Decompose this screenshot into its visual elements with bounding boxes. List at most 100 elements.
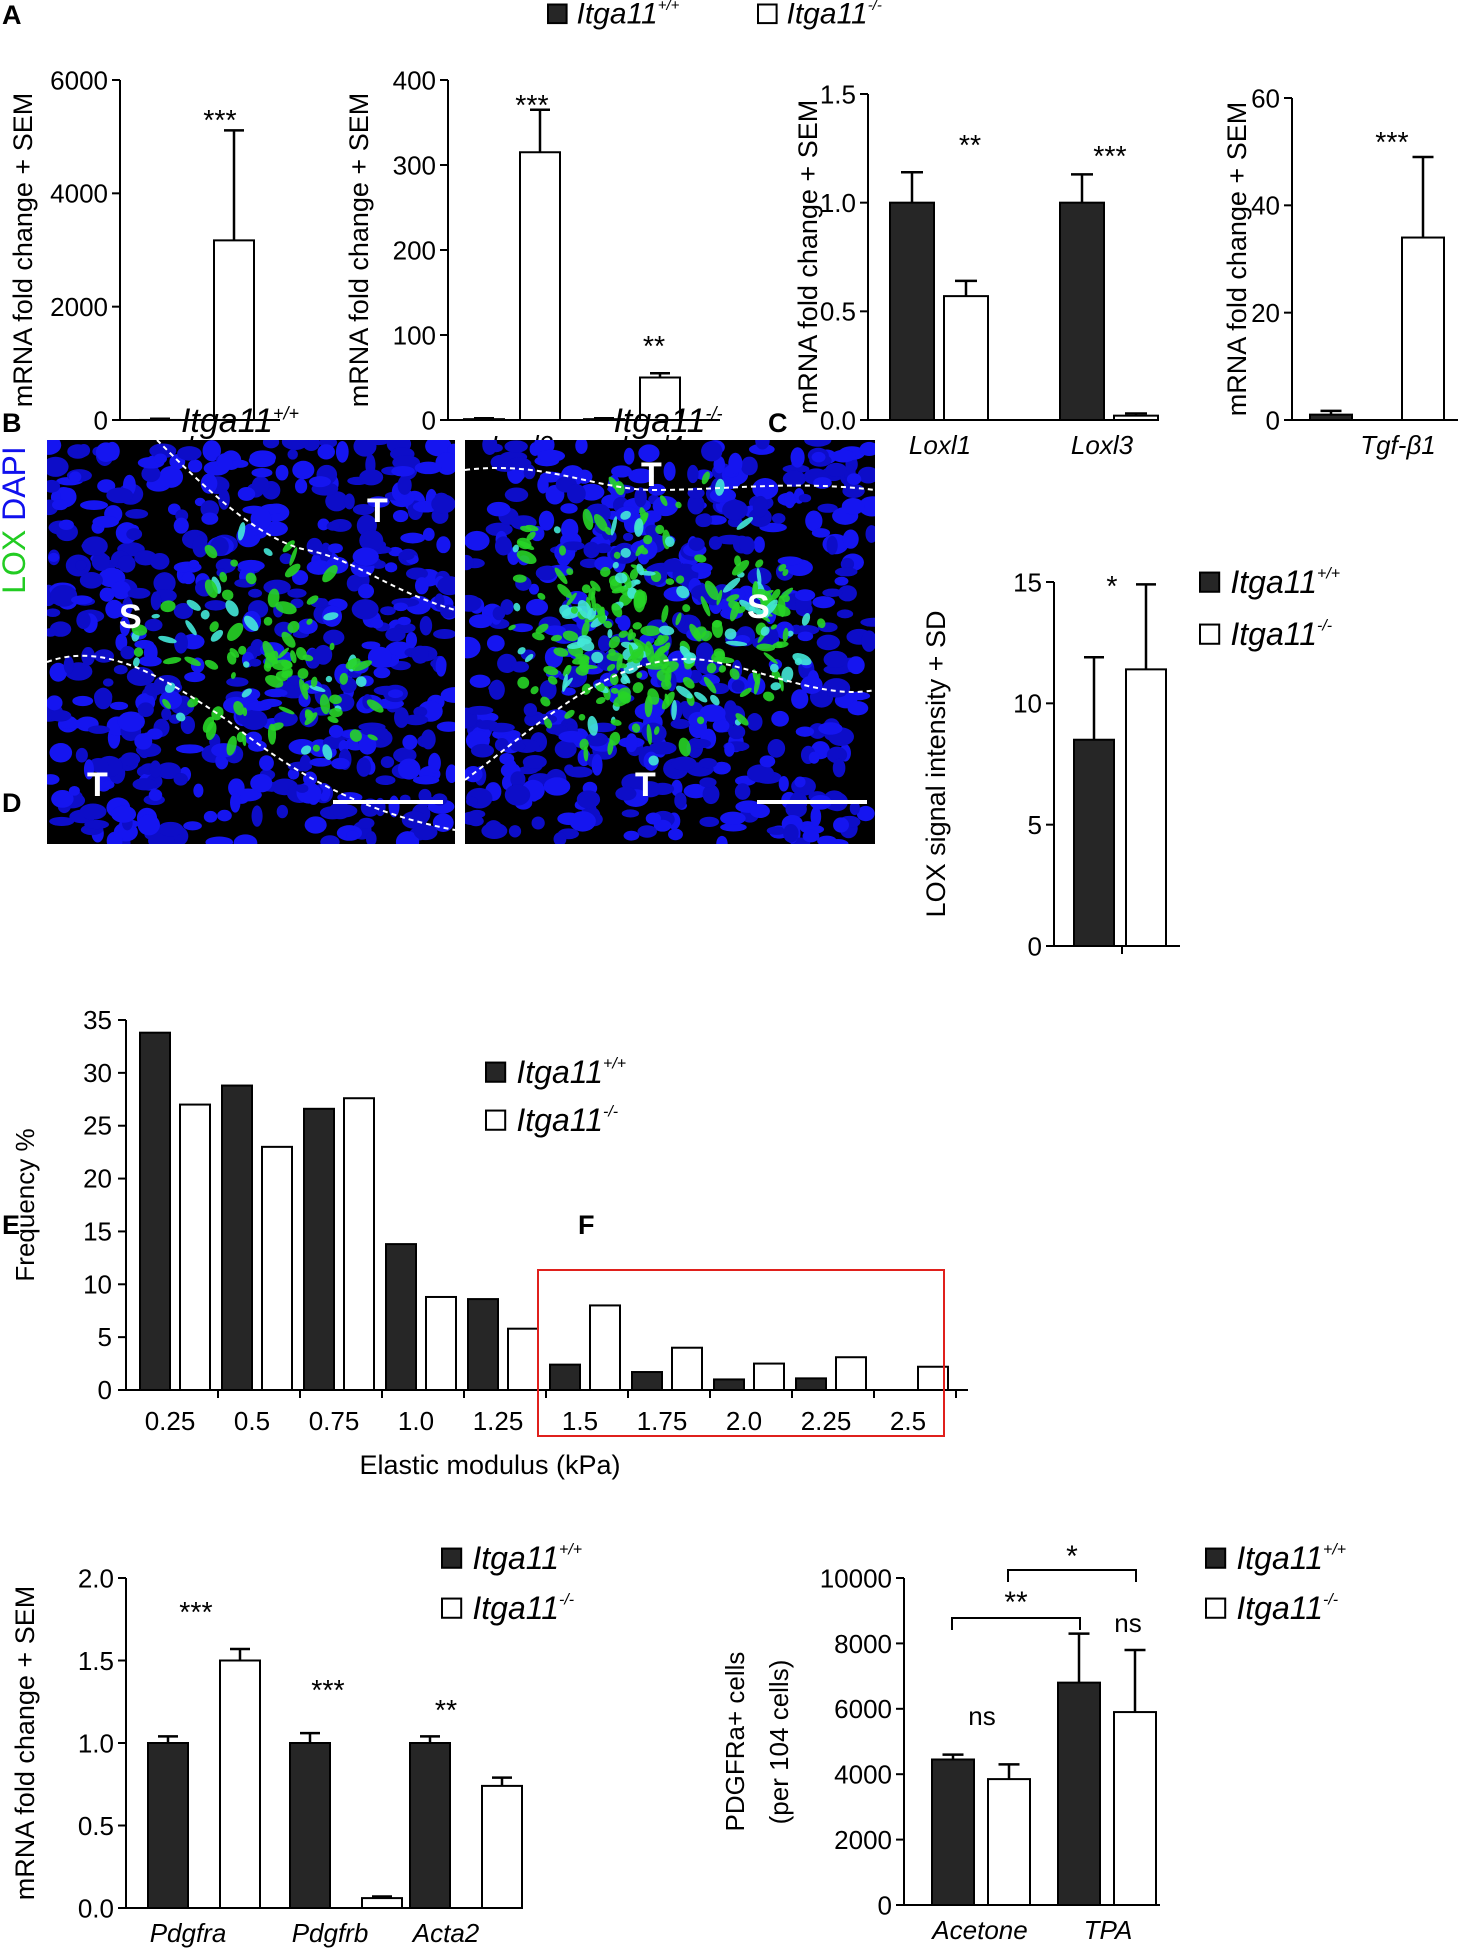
tissue-label-bottom: T	[87, 766, 108, 804]
lox-signal	[770, 624, 778, 630]
y-tick-label: 100	[393, 320, 436, 350]
lox-signal	[265, 674, 284, 688]
lox-signal	[282, 540, 295, 553]
nucleus	[292, 460, 315, 480]
bar-wt-7	[713, 1378, 745, 1392]
y-axis-label-2: (per 104 cells)	[764, 1660, 794, 1825]
nucleus	[75, 747, 88, 763]
nucleus	[157, 821, 184, 837]
nucleus	[817, 503, 838, 513]
nucleus	[688, 738, 712, 749]
lox-signal	[550, 634, 563, 642]
lox-signal	[329, 707, 343, 718]
legend-label-ko: Itga11-/-	[1236, 1590, 1338, 1626]
nucleus	[778, 775, 789, 792]
lox-signal	[620, 510, 631, 520]
lox-signal	[310, 676, 318, 688]
nucleus	[99, 587, 115, 602]
bar-wt-5	[549, 1363, 581, 1391]
lox-signal	[754, 588, 773, 602]
bar-wt-8	[795, 1377, 827, 1392]
nucleus	[276, 804, 289, 819]
nucleus	[292, 570, 309, 586]
lox-signal	[226, 735, 237, 756]
y-tick-label: 15	[1013, 567, 1042, 597]
y-tick-label: 0.5	[78, 1811, 114, 1841]
lox-signal	[678, 737, 691, 757]
nucleus	[818, 722, 843, 735]
lox-signal	[700, 596, 711, 617]
nucleus	[180, 716, 196, 735]
legend-label-ko: Itga11-/-	[516, 1102, 618, 1138]
nucleus	[752, 478, 779, 500]
nucleus	[177, 446, 202, 461]
tissue-border	[47, 654, 455, 831]
nucleus	[233, 834, 258, 844]
y-tick-label: 15	[83, 1216, 112, 1246]
nucleus	[83, 759, 94, 780]
nucleus	[567, 483, 586, 504]
bar-ko-8	[835, 1356, 867, 1391]
lox-signal	[655, 524, 665, 535]
nucleus	[816, 634, 840, 651]
lox-signal	[219, 571, 228, 583]
lox-signal	[665, 578, 675, 585]
lox-signal	[739, 687, 752, 698]
nucleus	[720, 811, 746, 825]
lox-signal	[781, 666, 794, 683]
lox-signal	[660, 679, 672, 690]
lox-signal	[620, 671, 631, 684]
bar-wt-4	[467, 1298, 499, 1391]
nucleus	[132, 778, 157, 791]
bar-itga11-0	[931, 1758, 975, 1906]
lox-signal	[230, 559, 239, 567]
y-tick-label: 6000	[834, 1694, 892, 1724]
lox-signal	[664, 693, 670, 706]
nucleus	[401, 811, 428, 829]
nucleus	[113, 664, 128, 675]
nucleus	[445, 764, 455, 784]
lox-signal	[627, 649, 644, 663]
lox-signal	[632, 682, 644, 694]
nucleus	[638, 444, 660, 462]
nucleus	[412, 775, 440, 785]
nucleus	[226, 677, 249, 687]
comparison-bracket	[951, 1617, 1081, 1630]
nucleus	[395, 831, 420, 844]
lox-signal	[782, 568, 789, 577]
nucleus	[397, 758, 421, 780]
lox-signal	[722, 577, 741, 593]
nucleus	[352, 547, 379, 566]
legend-swatch-wt	[547, 3, 568, 25]
bar-itga11-1	[1113, 1711, 1157, 1906]
y-tick-label: 6000	[50, 65, 108, 95]
nucleus	[287, 588, 307, 598]
nucleus	[436, 721, 455, 732]
nucleus	[79, 571, 103, 589]
significance-label: ***	[1093, 141, 1126, 173]
nucleus	[623, 830, 640, 841]
lox-signal	[131, 624, 148, 636]
lox-signal	[366, 699, 384, 713]
nucleus	[576, 790, 601, 809]
nucleus	[49, 710, 72, 722]
nucleus	[615, 786, 637, 801]
lox-signal	[603, 620, 613, 629]
lox-signal	[306, 595, 319, 605]
nucleus	[698, 758, 717, 769]
nucleus	[623, 447, 635, 465]
nucleus	[414, 577, 429, 595]
nucleus	[80, 500, 108, 510]
nucleus	[641, 722, 665, 741]
nucleus	[119, 616, 131, 637]
y-axis-label: mRNA fold change + SEM	[10, 1586, 40, 1900]
nucleus	[205, 836, 234, 844]
nucleus	[465, 530, 490, 551]
lox-signal	[631, 723, 641, 733]
nucleus	[405, 632, 418, 649]
lox-stain-label: LOX	[0, 529, 32, 594]
nucleus	[617, 615, 631, 632]
bar-wt-0	[139, 1031, 171, 1391]
nucleus	[504, 784, 531, 806]
lox-signal	[184, 656, 201, 667]
